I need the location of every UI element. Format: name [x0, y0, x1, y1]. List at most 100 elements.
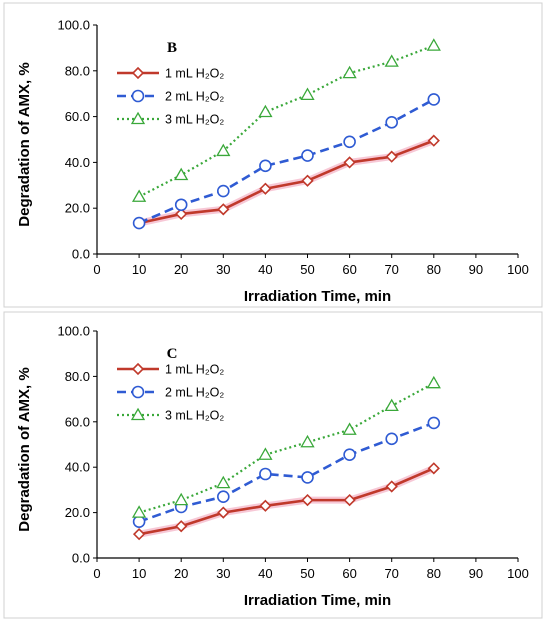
data-point [259, 467, 272, 481]
data-point [343, 493, 356, 507]
legend-marker [131, 66, 145, 80]
legend-marker [131, 362, 145, 376]
x-tick-label: 90 [469, 262, 483, 277]
data-point [131, 189, 147, 202]
x-axis-title: Irradiation Time, min [244, 592, 391, 609]
data-point [217, 184, 230, 198]
data-point [385, 150, 398, 163]
data-point [385, 116, 399, 129]
data-point [301, 471, 314, 484]
panel-c-frame [3, 311, 543, 619]
y-axis-title: Degradation of AMX, % [16, 367, 33, 531]
data-point [342, 422, 357, 435]
data-point [342, 65, 357, 79]
y-axis-title: Degradation of AMX, % [16, 62, 33, 226]
series-2 [132, 93, 441, 230]
data-point [216, 475, 231, 489]
data-point [258, 447, 273, 460]
series-line [138, 44, 435, 198]
y-tick-label: 60.0 [65, 109, 90, 124]
data-point [259, 499, 272, 512]
chart-b: 0.0 20.0 40.0 60.0 80.0 100.0 0 10 20 30 40 50 60 70 8… [16, 18, 529, 306]
data-point [301, 174, 314, 187]
data-point [343, 135, 356, 149]
x-tick-label: 40 [258, 262, 272, 277]
data-point [217, 490, 230, 504]
x-axis-title: Irradiation Time, min [244, 288, 391, 305]
y-tick-label: 20.0 [65, 505, 90, 520]
series-3 [131, 375, 441, 518]
x-tick-label: 100 [507, 262, 529, 277]
series-3 [131, 38, 441, 202]
panel-label: C [167, 346, 178, 362]
x-tick-label: 30 [216, 262, 230, 277]
panel-label: B [167, 40, 177, 56]
data-point [132, 515, 146, 528]
x-tick-label: 10 [132, 566, 146, 581]
data-point [175, 207, 188, 221]
data-point [426, 375, 441, 389]
x-tick-label: 30 [216, 566, 230, 581]
data-point [343, 156, 356, 169]
series-line [138, 467, 435, 536]
data-point [343, 448, 356, 462]
series-line [138, 139, 435, 225]
data-point [217, 506, 230, 519]
legend-marker [130, 111, 146, 125]
y-tick-label: 40.0 [65, 155, 90, 170]
x-tick-label: 70 [384, 262, 398, 277]
y-tick-label: 0.0 [72, 247, 90, 262]
data-point [427, 93, 441, 106]
x-tick-label: 20 [174, 566, 188, 581]
data-point [132, 528, 146, 541]
legend-label: 3 mL H₂O₂ [165, 113, 224, 127]
data-point [259, 159, 272, 173]
data-point [427, 134, 440, 147]
legend-label: 1 mL H₂O₂ [165, 67, 224, 81]
legend-label: 2 mL H₂O₂ [165, 386, 224, 400]
data-point [300, 87, 315, 100]
legend-entry-3: 3 mL H₂O₂ [117, 111, 224, 127]
data-point [301, 149, 314, 162]
legend-entry-2: 2 mL H₂O₂ [117, 90, 224, 104]
legend-label: 1 mL H₂O₂ [165, 363, 224, 377]
data-point [385, 480, 398, 493]
x-tick-label: 0 [93, 566, 100, 581]
data-point [174, 198, 188, 212]
x-tick-label: 60 [342, 566, 356, 581]
series-1 [132, 134, 440, 230]
x-tick-label: 70 [384, 566, 398, 581]
data-point [131, 505, 147, 518]
series-line [138, 98, 435, 225]
y-tick-label: 80.0 [65, 63, 90, 78]
legend-entry-2: 2 mL H₂O₂ [117, 386, 224, 400]
data-point [259, 182, 272, 195]
data-point [216, 143, 231, 157]
data-point [426, 38, 441, 51]
data-point [384, 398, 399, 412]
data-point [427, 462, 440, 475]
y-tick-label: 20.0 [65, 201, 90, 216]
x-tick-label: 100 [507, 566, 529, 581]
x-tick-label: 60 [342, 262, 356, 277]
x-tick-label: 90 [469, 566, 483, 581]
y-tick-label: 0.0 [72, 551, 90, 566]
data-point [427, 416, 441, 430]
x-tick-label: 80 [427, 566, 441, 581]
data-point [384, 54, 399, 67]
legend-entry-1: 1 mL H₂O₂ [117, 67, 224, 81]
y-tick-label: 100.0 [57, 324, 90, 339]
y-tick-label: 80.0 [65, 369, 90, 384]
data-point [217, 203, 230, 216]
legend-marker [130, 407, 146, 421]
legend-label: 2 mL H₂O₂ [165, 90, 224, 104]
data-point [385, 432, 399, 446]
data-point [175, 520, 188, 533]
legend-entry-1: 1 mL H₂O₂ [117, 363, 224, 377]
legend-marker [131, 89, 145, 103]
x-tick-label: 10 [132, 262, 146, 277]
y-tick-label: 100.0 [57, 18, 90, 33]
x-tick-label: 0 [93, 262, 100, 277]
series-1 [132, 462, 440, 541]
